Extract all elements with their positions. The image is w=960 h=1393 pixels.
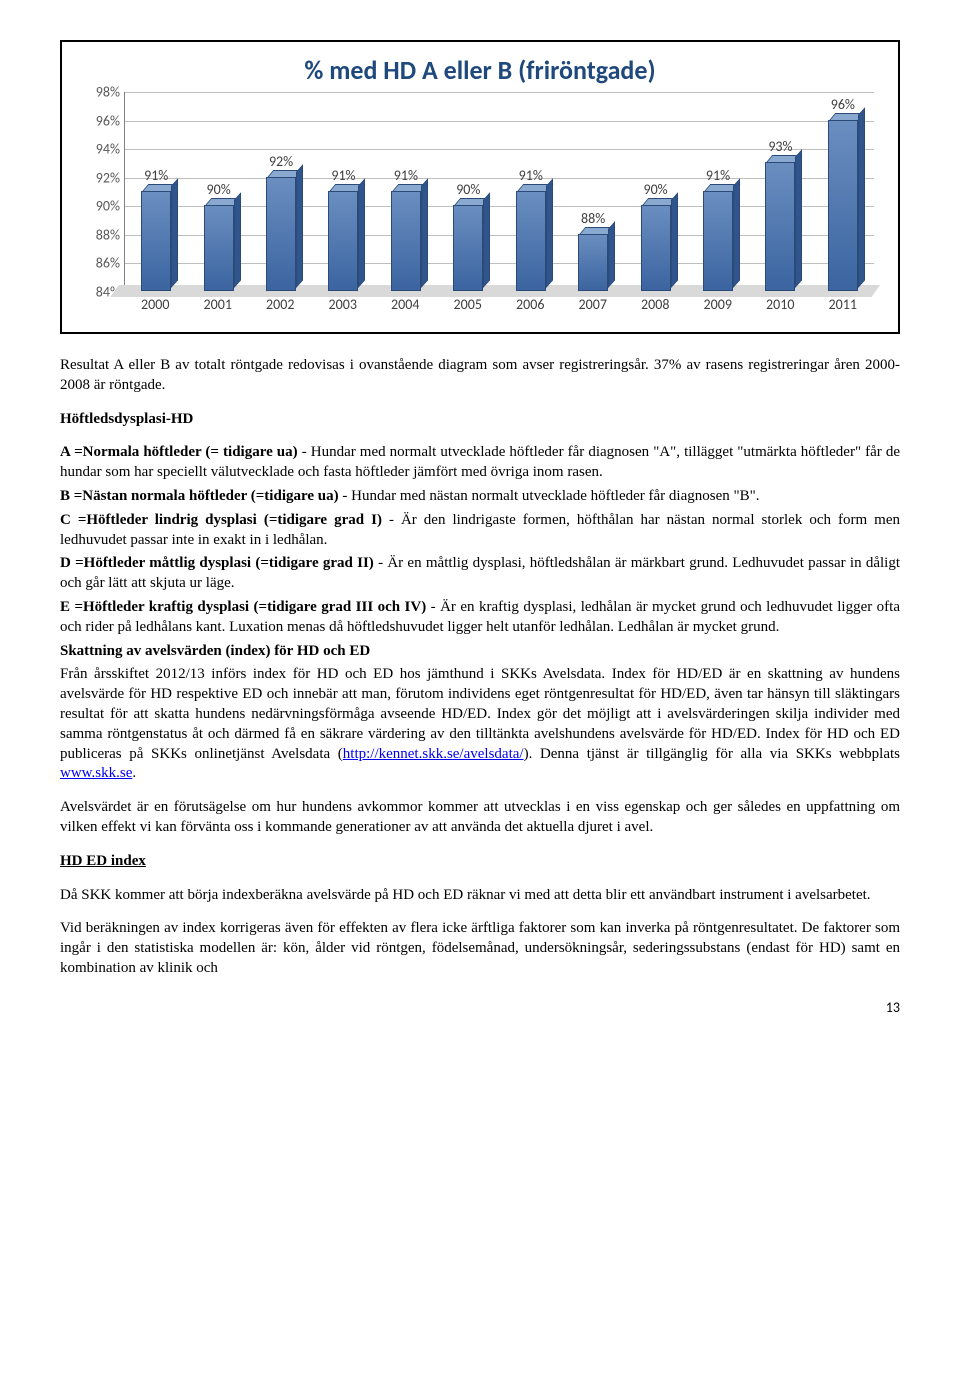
y-axis: 98%96%94%92%90%88%86%84% [80,92,124,292]
x-tick-label: 2000 [124,296,187,313]
y-tick-label: 90% [96,198,120,215]
index-p1b: ). Denna tjänst är tillgänglig för alla … [524,746,900,762]
y-tick-label: 92% [96,169,120,186]
bar-column: 90% [624,92,686,291]
x-tick-label: 2008 [624,296,687,313]
dysplasi-heading: Höftledsdysplasi-HD [60,411,193,427]
bar: 91% [391,191,421,291]
bar: 91% [141,191,171,291]
grade-e-lead: E =Höftleder kraftig dysplasi (=tidigare… [60,599,431,615]
x-tick-label: 2003 [312,296,375,313]
body-text: Resultat A eller B av totalt röntgade re… [60,356,900,979]
bar-column: 90% [187,92,249,291]
bar-column: 92% [250,92,312,291]
x-tick-label: 2004 [374,296,437,313]
x-tick-label: 2002 [249,296,312,313]
x-tick-label: 2009 [687,296,750,313]
chart-container: % med HD A eller B (friröntgade) 98%96%9… [60,40,900,334]
x-axis: 2000200120022003200420052006200720082009… [124,296,874,313]
skk-link[interactable]: www.skk.se [60,765,132,781]
x-tick-label: 2006 [499,296,562,313]
avelsdata-link[interactable]: http://kennet.skk.se/avelsdata/ [343,746,524,762]
y-tick-label: 86% [96,255,120,272]
bar: 91% [516,191,546,291]
intro-text: Resultat A eller B av totalt röntgade re… [60,356,900,396]
bar-value-label: 91% [703,167,733,184]
grade-b-lead: B =Nästan normala höftleder (=tidigare u… [60,488,342,504]
bar-value-label: 91% [516,167,546,184]
bar-column: 91% [500,92,562,291]
hd-ed-p1: Då SKK kommer att börja indexberäkna ave… [60,886,900,906]
bar-column: 91% [125,92,187,291]
bar-column: 88% [562,92,624,291]
bar-value-label: 90% [641,181,671,198]
chart-plot: 91% 90% 92% 91% 91% 90% 91% 88% 90% 91% 93% 96% [124,92,874,292]
bar-value-label: 90% [453,181,483,198]
hd-ed-heading: HD ED index [60,853,146,869]
bar: 90% [204,205,234,291]
bar-column: 91% [375,92,437,291]
bar-column: 91% [687,92,749,291]
bar-column: 90% [437,92,499,291]
page-number: 13 [60,999,900,1016]
chart-area: 98%96%94%92%90%88%86%84% 91%90%92%91%91%… [80,92,880,322]
bar-column: 96% [812,92,874,291]
index-p1c: . [132,765,136,781]
bar: 91% [703,191,733,291]
bar: 90% [641,205,671,291]
bar: 93% [765,162,795,291]
hd-ed-p2: Vid beräkningen av index korrigeras även… [60,919,900,978]
bar-value-label: 91% [328,167,358,184]
bar-value-label: 92% [266,153,296,170]
bar: 92% [266,177,296,291]
x-tick-label: 2001 [187,296,250,313]
bar: 96% [828,120,858,291]
index-p2: Avelsvärdet är en förutsägelse om hur hu… [60,798,900,838]
x-tick-label: 2010 [749,296,812,313]
grade-c-lead: C =Höftleder lindrig dysplasi (=tidigare… [60,512,389,528]
bar-value-label: 88% [578,210,608,227]
x-tick-label: 2007 [562,296,625,313]
y-tick-label: 98% [96,84,120,101]
y-tick-label: 94% [96,141,120,158]
bar-column: 91% [312,92,374,291]
y-tick-label: 88% [96,226,120,243]
bar: 90% [453,205,483,291]
bar-column: 93% [749,92,811,291]
y-tick-label: 96% [96,112,120,129]
x-tick-label: 2005 [437,296,500,313]
index-heading: Skattning av avelsvärden (index) för HD … [60,643,370,659]
bar: 91% [328,191,358,291]
bar-value-label: 91% [391,167,421,184]
x-tick-label: 2011 [812,296,875,313]
grade-d-lead: D =Höftleder måttlig dysplasi (=tidigare… [60,555,378,571]
grade-b-tail: - Hundar med nästan normalt utvecklade h… [342,488,759,504]
bar: 88% [578,234,608,291]
bar-value-label: 91% [141,167,171,184]
bar-value-label: 90% [204,181,234,198]
chart-title: % med HD A eller B (friröntgade) [80,54,880,86]
grade-a-lead: A =Normala höftleder (= tidigare ua) [60,444,302,460]
bar-value-label: 96% [828,96,858,113]
bar-value-label: 93% [765,138,795,155]
chart-bars: 91% 90% 92% 91% 91% 90% 91% 88% 90% 91% 93% 96% [125,92,874,291]
